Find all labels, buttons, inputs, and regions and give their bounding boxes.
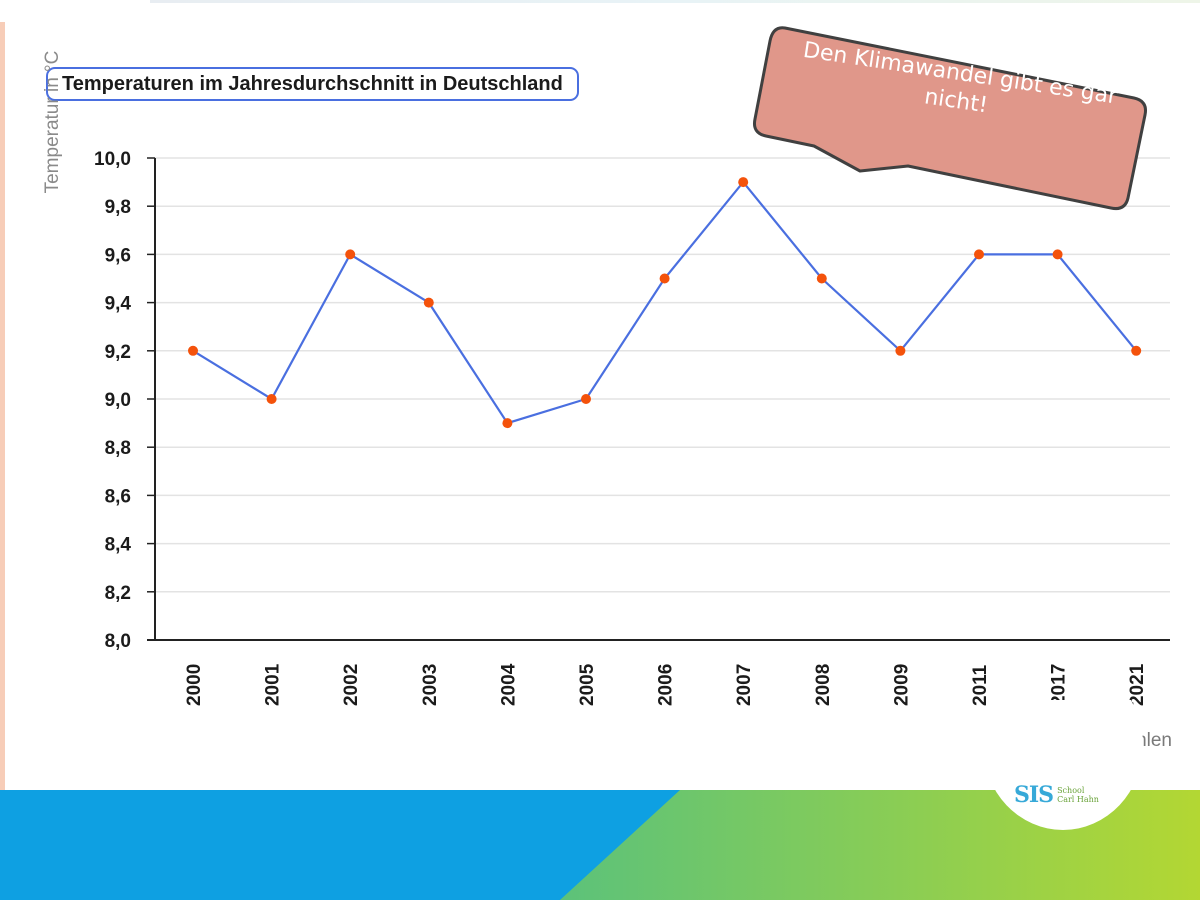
data-point (1131, 345, 1142, 356)
data-point (1052, 249, 1063, 260)
logo-mark: SIS (1014, 782, 1054, 808)
x-tick-label: 2005 (577, 663, 598, 706)
x-tick-label: 2021 (1127, 663, 1148, 706)
series (188, 177, 1142, 429)
school-logo: SIS School Carl Hahn (1014, 784, 1099, 806)
x-tick-label: 2001 (263, 663, 284, 706)
x-tick-label: 2000 (184, 664, 205, 706)
axes (147, 158, 1170, 641)
chart-title: Temperaturen im Jahresdurchschnitt in De… (46, 67, 579, 101)
y-tick-label: 8,8 (105, 438, 131, 459)
data-point (895, 345, 906, 356)
y-tick-label: 9,4 (105, 294, 132, 315)
y-tick-label: 9,6 (105, 245, 131, 266)
x-tick-labels: 2000 2001 2002 2003 2004 2005 2006 2007 2008 2009… (184, 663, 1148, 706)
x-tick-label: 2008 (813, 664, 834, 706)
y-tick-label: 9,2 (105, 342, 131, 363)
data-point (423, 297, 434, 308)
logo-circle (983, 700, 1143, 830)
x-tick-label: 2003 (420, 664, 441, 706)
data-point (502, 418, 513, 429)
y-tick-label: 9,8 (105, 197, 131, 218)
y-tick-label: 8,0 (105, 631, 131, 652)
x-tick-label: 2002 (341, 664, 362, 706)
top-decorative-line (150, 0, 1200, 3)
gridlines (147, 157, 1170, 641)
data-point (581, 394, 591, 404)
data-point (188, 345, 198, 356)
y-tick-label: 8,2 (105, 583, 131, 604)
data-point (816, 273, 827, 284)
speech-bubble-shape (753, 26, 1147, 210)
x-tick-label: 2017 (1049, 664, 1070, 706)
left-accent-strip (0, 22, 5, 790)
y-tick-label: 8,6 (105, 486, 131, 507)
x-tick-label: 2006 (656, 664, 677, 706)
y-tick-label: 8,4 (105, 535, 132, 556)
y-axis-label: Temperatur in °C (42, 50, 63, 194)
data-point (659, 273, 670, 284)
data-point (974, 249, 984, 260)
x-tick-label: 2011 (970, 664, 991, 706)
y-tick-label: 10,0 (94, 149, 131, 170)
x-tick-label: 2007 (734, 664, 755, 706)
data-point (266, 394, 277, 404)
logo-text: School Carl Hahn (1057, 786, 1099, 804)
y-tick-labels: 8,0 8,2 8,4 8,6 8,8 9,0 9,2 9,4 9,6 9,8 10,0 (94, 149, 131, 652)
speech-bubble (753, 26, 1147, 210)
x-tick-label: 2004 (498, 663, 519, 706)
data-point (738, 177, 749, 188)
x-tick-label: 2009 (891, 664, 912, 706)
y-tick-label: 9,0 (105, 390, 131, 411)
data-point (345, 249, 356, 260)
